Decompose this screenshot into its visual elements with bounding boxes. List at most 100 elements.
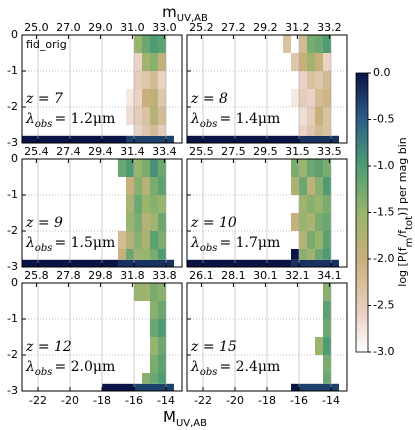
heatmap-cell: [158, 249, 166, 260]
heatmap-cell: [307, 159, 315, 177]
heatmap-cell: [259, 259, 267, 267]
x2-tick-label: 29.5: [253, 145, 278, 158]
heatmap-cell: [158, 319, 166, 337]
heatmap-cell: [118, 135, 126, 143]
heatmap-cell: [142, 383, 150, 391]
heatmap-cell: [158, 337, 166, 355]
heatmap-cell: [134, 125, 142, 136]
y-tick-label: -3: [7, 260, 18, 273]
heatmap-cell: [150, 301, 158, 319]
heatmap-cell: [158, 259, 166, 267]
x2-tick-label: 31.8: [120, 269, 145, 282]
heatmap-cell: [307, 89, 315, 107]
heatmap-cell: [126, 159, 134, 177]
wavelength-label: λobs = 1.5μm: [25, 235, 115, 254]
x2-tick-label: 28.1: [221, 269, 246, 282]
x2-tick-label: 31.4: [120, 145, 145, 158]
heatmap-cell: [150, 383, 158, 391]
heatmap-cell: [331, 383, 339, 391]
x-tick-label: -14: [322, 394, 340, 407]
heatmap-cell: [315, 159, 323, 177]
heatmap-cell: [323, 231, 331, 249]
wavelength-part: = 2.4μm: [219, 359, 280, 375]
colorbar-label-part: m: [404, 238, 415, 248]
heatmap-cell: [102, 259, 110, 267]
heatmap-cell: [259, 135, 267, 143]
heatmap-cell: [102, 135, 110, 143]
colorbar-tick-label: -2.5: [373, 299, 394, 312]
heatmap-cell: [307, 213, 315, 231]
heatmap-cell: [158, 383, 166, 391]
heatmap-cell: [307, 259, 315, 267]
heatmap-cell: [307, 135, 315, 143]
heatmap-cell: [134, 159, 142, 177]
x-tick-label: -20: [61, 394, 79, 407]
heatmap-cell: [299, 107, 307, 125]
x2-tick-label: 29.4: [88, 145, 113, 158]
heatmap-cell: [142, 125, 150, 136]
heatmap-cell: [307, 231, 315, 249]
wavelength-part: = 1.2μm: [54, 111, 115, 127]
heatmap-cell: [134, 107, 142, 125]
x2-tick-label: 29.2: [253, 21, 278, 34]
heatmap-cell: [126, 231, 134, 249]
x2-tick-label: 27.5: [221, 145, 246, 158]
colorbar-tick-label: -3.0: [373, 345, 394, 358]
wavelength-label: λobs = 2.0μm: [25, 359, 115, 378]
heatmap-cell: [150, 213, 158, 231]
heatmap-cell: [323, 159, 331, 177]
heatmap-cell: [299, 135, 307, 143]
heatmap-cell: [142, 135, 150, 143]
wavelength-part: λ: [25, 359, 35, 375]
redshift-label: z = 12: [25, 339, 72, 355]
heatmap-cell: [118, 249, 126, 260]
x2-tick-label: 33.2: [317, 21, 342, 34]
y-tick-label: -1: [7, 312, 18, 325]
heatmap-cell: [323, 213, 331, 231]
heatmap-cell: [102, 383, 110, 391]
heatmap-cell: [134, 383, 142, 391]
heatmap-cell: [142, 195, 150, 213]
heatmap-cell: [158, 107, 166, 125]
x-tick-label: -14: [157, 394, 175, 407]
heatmap-cell: [291, 53, 299, 71]
heatmap-cell: [158, 231, 166, 249]
heatmap-cell: [94, 259, 102, 267]
heatmap-cell: [283, 259, 291, 267]
panel-note: fid_orig: [26, 38, 67, 51]
heatmap-cell: [158, 71, 166, 89]
heatmap-cell: [110, 135, 118, 143]
heatmap-cell: [142, 53, 150, 71]
heatmap-cell: [315, 195, 323, 213]
heatmap-cell: [94, 135, 102, 143]
label-main: M: [163, 408, 176, 426]
x-tick-label: -18: [93, 394, 111, 407]
x2-tick-label: 34.1: [317, 269, 342, 282]
x2-tick-label: 27.8: [56, 269, 81, 282]
heatmap-cell: [158, 373, 166, 384]
heatmap-cell: [299, 53, 307, 71]
heatmap-cell: [291, 159, 299, 177]
colorbar-tick-label: -2.0: [373, 252, 394, 265]
panel-frame: [21, 34, 183, 144]
heatmap-cell: [118, 231, 126, 249]
heatmap-cell: [315, 249, 323, 260]
heatmap-cell: [150, 53, 158, 71]
heatmap-cell: [142, 259, 150, 267]
redshift-label: z = 7: [25, 91, 63, 107]
heatmap-cell: [150, 71, 158, 89]
heatmap-cell: [307, 195, 315, 213]
heatmap-cell: [307, 249, 315, 260]
heatmap-cell: [158, 283, 166, 301]
colorbar: [355, 72, 369, 353]
heatmap-cell: [142, 283, 150, 301]
heatmap-cell: [291, 177, 299, 195]
heatmap-cell: [158, 195, 166, 213]
wavelength-part: = 1.7μm: [219, 235, 280, 251]
x2-tick-label: 25.8: [24, 269, 49, 282]
heatmap-cell: [331, 135, 339, 143]
colorbar-tick-label: -0.5: [373, 113, 394, 126]
heatmap-cell: [323, 107, 331, 125]
heatmap-cell: [134, 249, 142, 260]
heatmap-cell: [150, 319, 158, 337]
